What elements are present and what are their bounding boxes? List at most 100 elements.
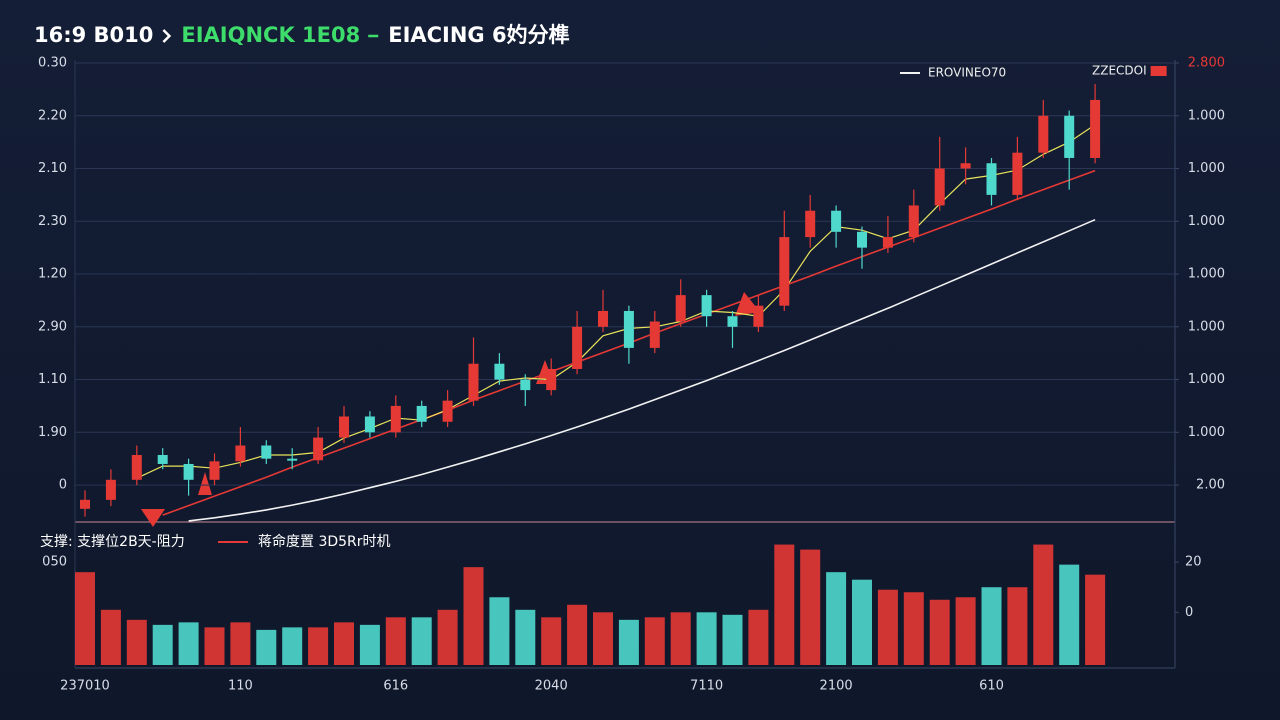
candle-body [209, 461, 220, 480]
y2-tick-label: 1.000 [1188, 214, 1225, 229]
chart-title: EIAIQNCK 1E08 [181, 23, 360, 47]
y2-tick-label: 1.000 [1188, 108, 1225, 123]
volume-bar [826, 572, 847, 665]
candle-body [313, 437, 324, 461]
y-tick-label: 2.30 [38, 214, 67, 229]
candle-body [857, 231, 867, 248]
candle-body [468, 363, 479, 401]
candle-body [520, 379, 531, 391]
y2-tick-label: 1.000 [1188, 161, 1225, 176]
volume-bar [903, 592, 924, 665]
candle-body [1012, 152, 1023, 195]
volume-bar [748, 609, 769, 665]
volume-bar [515, 609, 536, 665]
y-tick-label: 1.10 [38, 372, 67, 387]
volume-tick-label: 0 [1185, 605, 1193, 620]
y2-tick-label: 1.000 [1188, 267, 1225, 282]
volume-bar [359, 624, 380, 665]
volume-bar [877, 589, 898, 665]
volume-bar [644, 617, 665, 665]
volume-bar [204, 627, 225, 665]
legend-label: ZZECDOI [1092, 64, 1147, 78]
ma-line [136, 124, 1096, 479]
y2-tick-label: 1.000 [1188, 319, 1225, 334]
candle-body [649, 321, 660, 348]
candle-body [623, 310, 634, 348]
candle-body [727, 316, 738, 327]
volume-bar [100, 609, 121, 665]
volume-bar [722, 614, 743, 665]
volume-bar [75, 572, 95, 665]
candle-body [390, 405, 401, 433]
candle-body [183, 463, 194, 480]
chart-title: EIACING 6妁分榫 [388, 23, 569, 47]
candle-body [80, 499, 90, 509]
candle-body [546, 369, 557, 391]
volume-bar [593, 612, 613, 665]
x-tick-label: 2100 [820, 679, 853, 694]
y-tick-label: 2.90 [38, 319, 67, 334]
volume-bar [541, 617, 562, 665]
y-tick-label: 0 [59, 478, 67, 493]
candle-body [701, 295, 712, 317]
y2-tick-label: 2.00 [1196, 478, 1225, 493]
volume-bar [696, 612, 717, 665]
x-tick-label: 2040 [535, 679, 568, 694]
annotation: 蒋命度置 3D5Rr时机 [258, 533, 391, 550]
volume-bar [929, 599, 950, 665]
x-tick-label: 7110 [690, 679, 723, 694]
candle-body [934, 168, 945, 206]
y2-tick-label: 1.000 [1188, 425, 1225, 440]
candle-body [235, 445, 246, 462]
candle-body [986, 163, 997, 195]
volume-left-tick-label: 050 [42, 555, 67, 570]
x-tick-label: 610 [979, 679, 1004, 694]
candle-body [908, 205, 919, 238]
candle-body [598, 310, 608, 327]
volume-bar [1007, 587, 1028, 665]
volume-bar [774, 544, 795, 665]
volume-bar [437, 609, 458, 665]
volume-bar [981, 587, 1002, 665]
candle-body [105, 479, 116, 500]
candle-body [364, 416, 375, 433]
volume-bar [256, 629, 277, 665]
y-tick-label: 2.20 [38, 108, 67, 123]
title-separator [162, 29, 172, 43]
ma-line [188, 218, 1096, 522]
candle-body [339, 416, 349, 438]
annotation-group: 支撑: 支撑位2B天-阻力 蒋命度置 3D5Rr时机 [40, 533, 391, 550]
volume-bar [334, 622, 354, 665]
volume-bar [489, 597, 510, 665]
volume-bar [567, 604, 588, 665]
volume-bar [852, 579, 872, 665]
y2-tick-label: 1.000 [1188, 372, 1225, 387]
y-tick-label: 0.30 [38, 56, 67, 71]
volume-bar [230, 622, 251, 665]
candle-body [1090, 99, 1101, 158]
candle-body [287, 458, 298, 461]
legend-label: EROVINEO70 [928, 66, 1006, 80]
candle-body [572, 326, 583, 369]
volume-bar [385, 617, 406, 665]
candle-body [442, 400, 453, 422]
y-tick-label: 2.10 [38, 161, 67, 176]
signal-marker [198, 472, 212, 495]
candle-body [779, 237, 790, 306]
y2-tick-label-last: 2.800 [1188, 56, 1225, 71]
volume-tick-label: 20 [1185, 555, 1202, 570]
candle-body [882, 237, 893, 248]
candle-body [416, 405, 427, 422]
signal-marker [141, 509, 165, 527]
volume-bar [670, 612, 691, 665]
volume-bar [1033, 544, 1054, 665]
candle-body [675, 295, 686, 322]
candle-body [157, 454, 168, 464]
volume-bar [800, 549, 821, 665]
candle-body [753, 305, 764, 327]
candle-body [960, 163, 971, 169]
volume-bar [955, 597, 976, 665]
volume-bar [1085, 574, 1106, 665]
candle-body [805, 210, 816, 238]
